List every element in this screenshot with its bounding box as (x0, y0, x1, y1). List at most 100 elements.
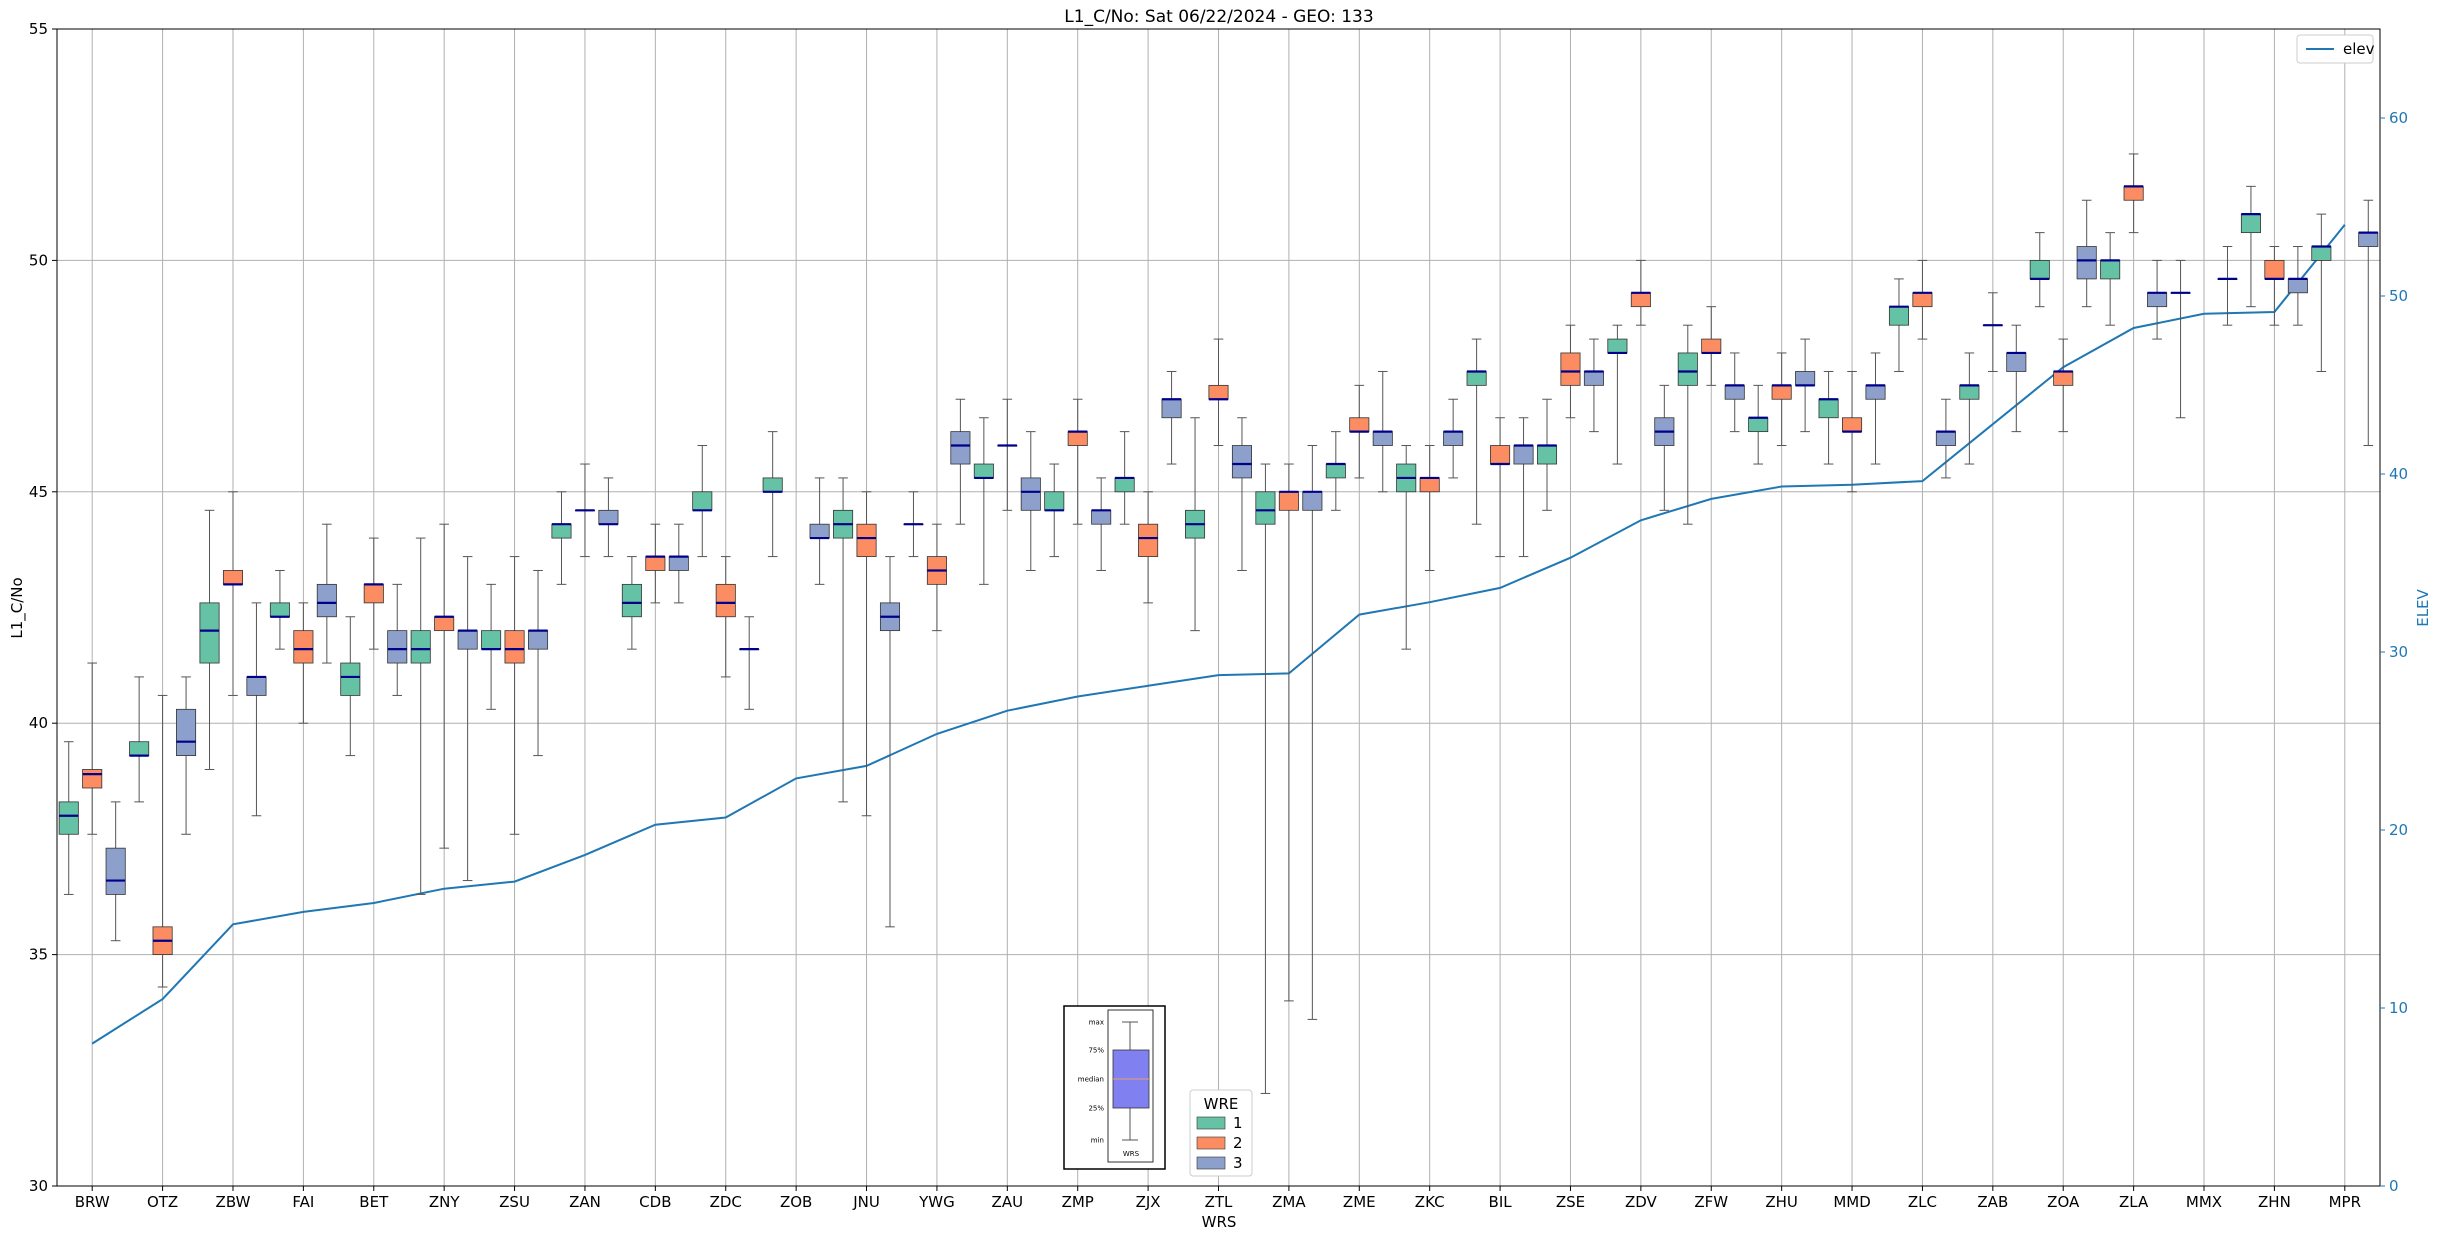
box-body (1677, 352, 1698, 386)
box-body (2006, 352, 2027, 372)
box-MPR-wre1 (2311, 213, 2332, 372)
box-BRW-wre1 (58, 741, 79, 895)
box-body (410, 630, 431, 664)
box-BET-wre1 (340, 616, 361, 757)
y2-tick-label: 40 (2389, 465, 2408, 483)
box-body (1912, 292, 1933, 308)
box-ZHN-wre2 (2264, 246, 2285, 326)
box-ZHU-wre2 (1771, 352, 1792, 447)
inset-labels: max 75% median 25% min (1078, 1019, 1105, 1145)
box-body (762, 477, 783, 493)
inset-xlabel: WRS (1123, 1150, 1140, 1158)
box-BRW-wre3 (105, 801, 126, 942)
x-tick-label: ZNY (429, 1193, 460, 1211)
box-ZME-wre3 (1372, 370, 1393, 493)
box-BET-wre2 (363, 537, 384, 650)
box-body (2053, 371, 2074, 386)
box-ZAN-wre3 (598, 477, 619, 558)
y2-axis-label: ELEV (2414, 588, 2432, 626)
box-body (1607, 338, 1628, 354)
x-tick-label: ZMA (1272, 1193, 1306, 1211)
box-body (1888, 306, 1909, 326)
box-MMX-wre1 (2170, 259, 2191, 419)
wre-legend-swatch-1 (1196, 1116, 1226, 1130)
y2-tick-label: 0 (2389, 1177, 2399, 1195)
box-FAI-wre2 (293, 602, 314, 724)
elev-legend-frame (2296, 34, 2374, 64)
box-body (1349, 417, 1370, 433)
box-BIL-wre3 (1513, 417, 1534, 558)
box-ZJX-wre1 (1114, 431, 1135, 525)
box-ZDV-wre2 (1630, 259, 1651, 326)
box-ZAU-wre2 (997, 398, 1018, 511)
box-body (340, 662, 361, 696)
box-MMD-wre1 (1818, 370, 1839, 465)
y-tick-label: 35 (29, 946, 48, 964)
box-body (1091, 509, 1112, 525)
box-body (1701, 338, 1722, 354)
box-ZME-wre1 (1325, 431, 1346, 511)
box-ZJX-wre3 (1161, 370, 1182, 465)
box-ZDC-wre1 (692, 445, 713, 558)
box-body (2311, 246, 2332, 261)
box-body (2240, 213, 2261, 234)
box-body (481, 630, 502, 650)
y2-tick-label: 20 (2389, 821, 2408, 839)
box-body (1490, 445, 1511, 465)
box-body (434, 616, 455, 632)
x-tick-label: BET (359, 1193, 389, 1211)
y-tick-label: 55 (29, 20, 48, 38)
box-ZHU-wre3 (1795, 338, 1816, 433)
x-tick-label: ZHN (2258, 1193, 2291, 1211)
box-body (2076, 246, 2097, 280)
y-tick-label: 40 (29, 714, 48, 732)
wre-legend: WRE 1 2 3 (1189, 1089, 1253, 1177)
box-body (1818, 398, 1839, 419)
box-body (1513, 445, 1534, 465)
x-tick-label: BIL (1489, 1193, 1513, 1211)
box-ZTL-wre2 (1208, 338, 1229, 447)
box-MMX-wre3 (2217, 246, 2238, 326)
box-body (1161, 398, 1182, 419)
box-body (1959, 384, 1980, 400)
box-ZBW-wre1 (199, 509, 220, 770)
chart-title: L1_C/No: Sat 06/22/2024 - GEO: 133 (1064, 7, 1373, 27)
box-body (58, 801, 79, 835)
box-ZLA-wre1 (2100, 232, 2121, 326)
box-body (1067, 431, 1088, 446)
box-JNU-wre1 (833, 477, 854, 803)
box-body (222, 570, 244, 585)
box-ZKC-wre3 (1443, 398, 1464, 479)
x-tick-label: ZLC (1908, 1193, 1937, 1211)
box-body (176, 708, 197, 756)
box-YWG-wre3 (950, 398, 971, 525)
box-ZNY-wre2 (434, 523, 455, 849)
x-tick-label: ZAB (1977, 1193, 2008, 1211)
wre-legend-swatch-3 (1196, 1156, 1226, 1170)
box-body (2029, 259, 2050, 280)
box-ZME-wre2 (1349, 384, 1370, 479)
box-ZTL-wre3 (1231, 417, 1252, 571)
elev-legend: elev (2296, 34, 2375, 64)
box-body (1020, 477, 1041, 511)
box-ZAB-wre3 (2006, 324, 2027, 433)
x-tick-label: ZSE (1556, 1193, 1585, 1211)
box-body (1583, 371, 1604, 386)
box-body (715, 583, 736, 618)
x-tick-label: CDB (639, 1193, 671, 1211)
inset-label-0: max (1089, 1019, 1104, 1027)
x-tick-label: ZAN (569, 1193, 601, 1211)
box-ZSU-wre2 (504, 556, 525, 835)
y2-tick-label: 30 (2389, 643, 2408, 661)
box-body (269, 602, 290, 618)
box-ZAU-wre1 (973, 417, 994, 585)
box-body (1865, 384, 1886, 400)
box-body (598, 509, 619, 525)
box-body (2147, 292, 2168, 308)
box-ZLA-wre2 (2123, 153, 2144, 234)
box-CDB-wre2 (645, 523, 666, 604)
box-OTZ-wre1 (129, 676, 150, 803)
box-ZSE-wre3 (1583, 338, 1604, 433)
x-tick-label: ZDV (1625, 1193, 1658, 1211)
